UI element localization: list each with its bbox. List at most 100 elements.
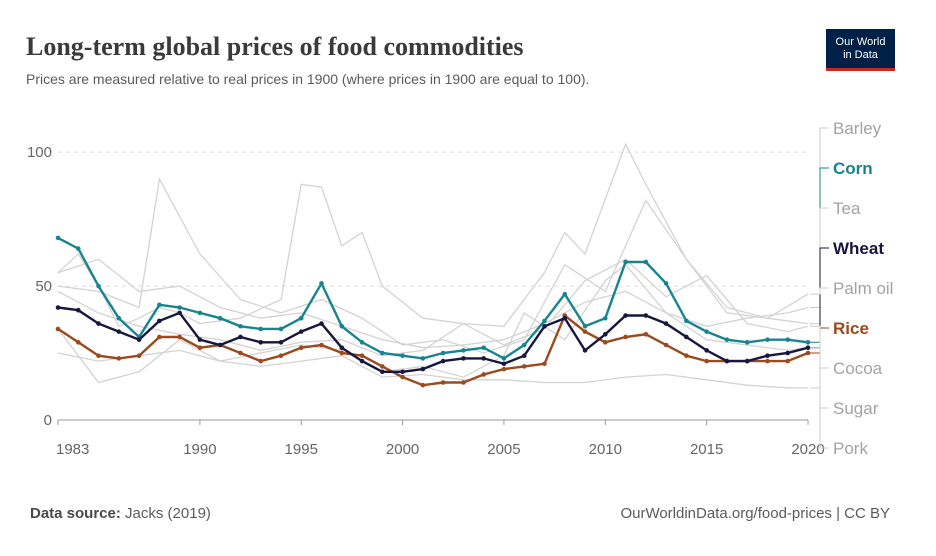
wheat-point[interactable] — [278, 340, 284, 345]
corn-point[interactable] — [542, 318, 547, 324]
wheat-point[interactable] — [55, 305, 61, 310]
rice-point[interactable] — [298, 345, 304, 350]
corn-point[interactable] — [55, 235, 61, 241]
rice-point[interactable] — [319, 342, 324, 348]
corn-point[interactable] — [704, 329, 709, 334]
wheat-point[interactable] — [623, 313, 628, 318]
series-line-wheat[interactable] — [57, 306, 809, 373]
series-line-rice[interactable] — [57, 313, 809, 387]
rice-point[interactable] — [157, 334, 162, 340]
series-line-corn[interactable] — [57, 236, 809, 360]
legend-label-barley[interactable]: Barley — [833, 119, 882, 138]
wheat-point[interactable] — [157, 318, 162, 324]
rice-point[interactable] — [136, 353, 142, 359]
legend-label-corn[interactable]: Corn — [833, 159, 873, 178]
corn-point[interactable] — [643, 259, 649, 265]
legend-label-pork[interactable]: Pork — [833, 439, 868, 458]
wheat-point[interactable] — [380, 369, 385, 375]
series-line-cocoa[interactable] — [57, 258, 809, 357]
rice-point[interactable] — [197, 345, 203, 350]
wheat-point[interactable] — [663, 321, 669, 326]
wheat-point[interactable] — [562, 315, 568, 321]
corn-point[interactable] — [217, 315, 223, 321]
rice-point[interactable] — [785, 358, 791, 364]
rice-point[interactable] — [420, 382, 426, 388]
corn-point[interactable] — [501, 356, 507, 361]
wheat-point[interactable] — [765, 353, 770, 359]
corn-point[interactable] — [765, 337, 770, 342]
wheat-point[interactable] — [258, 340, 264, 345]
wheat-point[interactable] — [461, 356, 466, 361]
legend-label-rice[interactable]: Rice — [833, 319, 869, 338]
series-line-barley[interactable] — [57, 177, 809, 354]
rice-point[interactable] — [582, 329, 588, 334]
wheat-point[interactable] — [481, 356, 486, 361]
rice-point[interactable] — [55, 326, 61, 332]
wheat-point[interactable] — [744, 358, 750, 364]
legend-label-wheat[interactable]: Wheat — [833, 239, 884, 258]
rice-point[interactable] — [359, 353, 365, 359]
corn-point[interactable] — [582, 323, 588, 329]
rice-point[interactable] — [501, 366, 507, 372]
corn-point[interactable] — [96, 283, 101, 289]
corn-point[interactable] — [420, 356, 426, 361]
wheat-point[interactable] — [542, 323, 547, 329]
rice-point[interactable] — [278, 353, 284, 359]
legend-label-sugar[interactable]: Sugar — [833, 399, 879, 418]
rice-point[interactable] — [380, 364, 385, 369]
rice-point[interactable] — [521, 364, 527, 369]
data-source-value[interactable]: Jacks (2019) — [125, 505, 211, 522]
rice-point[interactable] — [704, 358, 709, 364]
corn-point[interactable] — [278, 326, 284, 332]
wheat-point[interactable] — [704, 348, 709, 353]
series-line-tea[interactable] — [57, 258, 809, 349]
corn-point[interactable] — [724, 337, 730, 342]
legend-label-cocoa[interactable]: Cocoa — [833, 359, 883, 378]
corn-point[interactable] — [481, 345, 486, 350]
owid-logo[interactable]: Our World in Data — [826, 29, 895, 71]
rice-point[interactable] — [440, 380, 446, 385]
wheat-point[interactable] — [359, 358, 365, 364]
wheat-point[interactable] — [785, 350, 791, 356]
wheat-point[interactable] — [96, 321, 101, 326]
rice-point[interactable] — [400, 374, 405, 380]
rice-point[interactable] — [116, 356, 122, 361]
corn-point[interactable] — [319, 281, 324, 286]
rice-point[interactable] — [765, 358, 770, 364]
corn-point[interactable] — [440, 350, 446, 356]
corn-point[interactable] — [116, 315, 122, 321]
rice-point[interactable] — [339, 350, 345, 356]
corn-point[interactable] — [805, 340, 811, 345]
rice-point[interactable] — [177, 334, 182, 340]
corn-point[interactable] — [75, 246, 81, 251]
series-line-pork[interactable] — [57, 349, 808, 389]
source-url[interactable]: OurWorldinData.org/food-prices | CC BY — [620, 505, 890, 522]
corn-point[interactable] — [785, 337, 791, 342]
series-line-sugar[interactable] — [57, 263, 809, 384]
corn-point[interactable] — [177, 305, 182, 310]
wheat-point[interactable] — [319, 321, 324, 326]
wheat-point[interactable] — [177, 310, 182, 316]
wheat-point[interactable] — [805, 345, 811, 350]
rice-point[interactable] — [542, 361, 547, 367]
corn-point[interactable] — [298, 315, 304, 321]
corn-point[interactable] — [359, 340, 365, 345]
rice-point[interactable] — [602, 340, 608, 345]
corn-point[interactable] — [461, 348, 466, 353]
wheat-point[interactable] — [501, 361, 507, 367]
wheat-point[interactable] — [197, 337, 203, 342]
series-line-palm-oil[interactable] — [57, 142, 809, 328]
corn-point[interactable] — [684, 318, 689, 324]
corn-point[interactable] — [521, 342, 527, 348]
rice-point[interactable] — [258, 358, 264, 364]
wheat-point[interactable] — [420, 366, 426, 372]
corn-point[interactable] — [380, 350, 385, 356]
legend-label-palm-oil[interactable]: Palm oil — [833, 279, 893, 298]
corn-point[interactable] — [238, 323, 243, 329]
corn-point[interactable] — [744, 340, 750, 345]
wheat-point[interactable] — [521, 353, 527, 359]
rice-point[interactable] — [461, 380, 466, 385]
corn-point[interactable] — [339, 323, 345, 329]
corn-point[interactable] — [602, 315, 608, 321]
corn-point[interactable] — [400, 353, 405, 359]
